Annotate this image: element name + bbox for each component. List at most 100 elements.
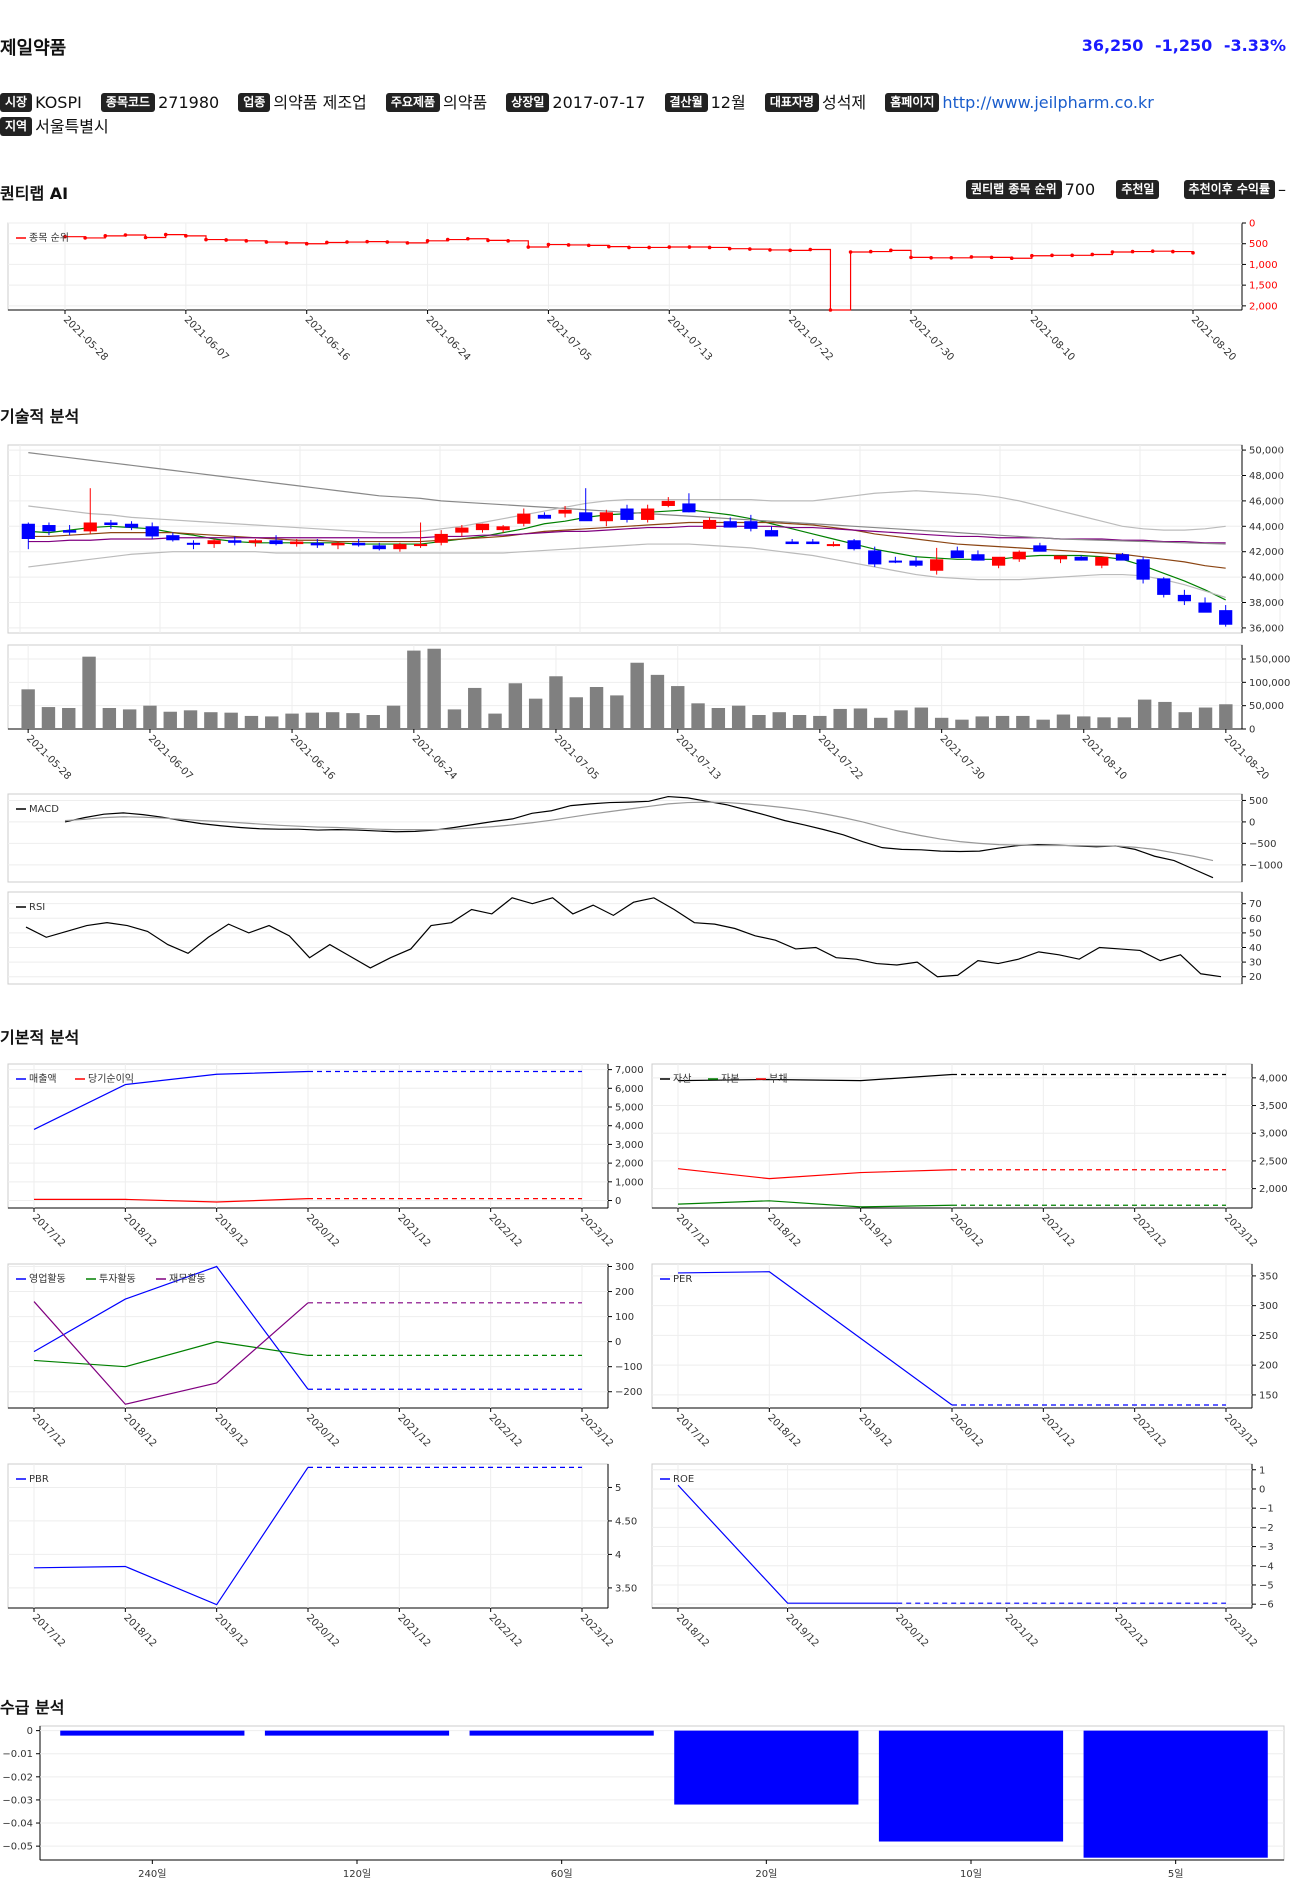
- balance-x-tick-label: 2023/12: [1222, 1212, 1259, 1249]
- per-y-tick-label: 350: [1259, 1271, 1278, 1282]
- volume-bar: [569, 697, 583, 729]
- balance-line: [677, 1168, 953, 1180]
- per-x-tick-label: 2023/12: [1222, 1412, 1259, 1449]
- candle-body: [971, 554, 985, 561]
- rank-point: [385, 240, 390, 244]
- candle-body: [1219, 610, 1233, 625]
- volume-x-tick-label: 2021-05-28: [24, 733, 73, 782]
- candle-body: [1074, 556, 1088, 561]
- price-y-tick-label: 42,000: [1249, 547, 1284, 558]
- volume-bar: [1158, 701, 1172, 729]
- cashflow-line: [33, 1301, 309, 1405]
- rsi-y-tick-label: 60: [1249, 914, 1262, 925]
- price-y-tick-label: 48,000: [1249, 471, 1284, 482]
- rank-point: [405, 241, 410, 245]
- macd-y-tick-label: 0: [1249, 817, 1255, 828]
- rank-x-tick-label: 2021-06-07: [182, 314, 231, 363]
- pbr-x-tick-label: 2018/12: [121, 1612, 158, 1649]
- candle-body: [413, 544, 428, 547]
- income-y-tick-label: 5,000: [615, 1103, 644, 1114]
- rank-point: [224, 238, 228, 242]
- cashflow-line: [33, 1265, 309, 1390]
- per-x-tick-label: 2022/12: [1131, 1412, 1168, 1449]
- info-fiscal-month: 결산월 12월: [664, 91, 746, 115]
- pbr-y-tick-label: 4: [615, 1550, 621, 1561]
- rank-point: [566, 243, 571, 247]
- supply-bar: [469, 1730, 654, 1736]
- volume-bar: [427, 648, 441, 729]
- candle-body: [599, 512, 613, 522]
- volume-x-tick-label: 2021-06-07: [146, 733, 195, 782]
- balance-x-tick-label: 2019/12: [857, 1212, 894, 1249]
- macd-frame: [7, 793, 1243, 883]
- volume-bar: [183, 710, 198, 729]
- candle-body: [558, 509, 572, 514]
- volume-bar: [1219, 704, 1233, 729]
- price-y-tick-label: 40,000: [1249, 573, 1284, 584]
- cashflow-x-tick-label: 2023/12: [578, 1412, 615, 1449]
- supply-bar: [1083, 1730, 1268, 1858]
- volume-bar: [407, 650, 421, 729]
- income-x-tick-label: 2023/12: [578, 1212, 615, 1249]
- volume-bar: [772, 712, 786, 729]
- volume-bar: [589, 687, 604, 729]
- candle-body: [455, 527, 469, 533]
- price-change: -1,250: [1155, 36, 1213, 55]
- candle-body: [909, 560, 923, 566]
- rank-point: [1030, 253, 1034, 258]
- income-x-tick-label: 2019/12: [213, 1212, 250, 1249]
- rank-point: [1009, 256, 1014, 261]
- balance-chart: 2,000 2,500 3,000 3,500 4,000 2017/12 2018/12 2…: [651, 1063, 1288, 1249]
- rank-point: [627, 245, 631, 250]
- ai-rec-return: 추천이후 수익률 –: [1183, 180, 1286, 199]
- volume-bar: [610, 695, 624, 729]
- supply-y-tick-label: −0.01: [2, 1749, 33, 1760]
- section-ai-title: 퀀티랩 AI: [0, 184, 69, 203]
- supply-x-tick-label: 120일: [343, 1868, 371, 1880]
- supply-bar: [674, 1730, 859, 1805]
- rank-point: [848, 250, 853, 254]
- supply-x-tick-label: 10일: [960, 1868, 982, 1880]
- rank-point: [1130, 249, 1135, 254]
- rank-point: [909, 255, 913, 260]
- pbr-y-tick-label: 5: [615, 1483, 621, 1494]
- rank-point: [163, 232, 168, 237]
- info-industry: 업종 의약품 제조업: [238, 91, 367, 115]
- roe-x-tick-label: 2022/12: [1112, 1612, 1149, 1649]
- rank-y-tick-label: 500: [1249, 239, 1268, 250]
- candle-body: [83, 522, 97, 532]
- rank-point: [284, 241, 289, 245]
- candle-body: [434, 533, 448, 543]
- volume-bar: [549, 676, 563, 729]
- homepage-link[interactable]: http://www.jeilpharm.co.kr: [942, 93, 1154, 112]
- rank-point: [889, 248, 893, 253]
- roe-chart: 1 0 −1 −2 −3 −4 −5 −6 2018/12 2019/12 2020/12 2021/…: [651, 1463, 1274, 1649]
- cashflow-legend-entry: 투자활동: [99, 1272, 136, 1285]
- rsi-y-tick-label: 70: [1249, 899, 1262, 910]
- per-x-tick-label: 2018/12: [765, 1412, 802, 1449]
- volume-y-tick-label: 100,000: [1249, 678, 1290, 689]
- candle-body: [372, 545, 386, 550]
- candle-body: [393, 544, 407, 550]
- roe-y-tick-label: −4: [1259, 1561, 1274, 1572]
- rsi-line: [25, 897, 1222, 978]
- volume-bar: [691, 703, 705, 729]
- candle-body: [248, 540, 263, 543]
- roe-x-tick-label: 2021/12: [1003, 1612, 1040, 1649]
- rank-x-tick-label: 2021-07-13: [665, 314, 714, 363]
- candle-body: [991, 556, 1006, 566]
- volume-y-tick-label: 0: [1249, 725, 1255, 736]
- rank-point: [647, 245, 651, 250]
- price-change-pct: -3.33%: [1223, 36, 1286, 55]
- rank-point: [1150, 249, 1155, 253]
- rank-x-tick-label: 2021-08-20: [1189, 314, 1238, 363]
- balance-y-tick-label: 3,500: [1259, 1101, 1288, 1112]
- rank-point: [83, 236, 87, 240]
- candle-body: [269, 540, 283, 545]
- volume-bar: [1198, 707, 1213, 729]
- supply-x-tick-label: 60일: [551, 1868, 573, 1880]
- rank-point: [969, 255, 974, 259]
- volume-bar: [1097, 717, 1111, 729]
- volume-bar: [792, 715, 807, 729]
- rank-point: [768, 248, 772, 252]
